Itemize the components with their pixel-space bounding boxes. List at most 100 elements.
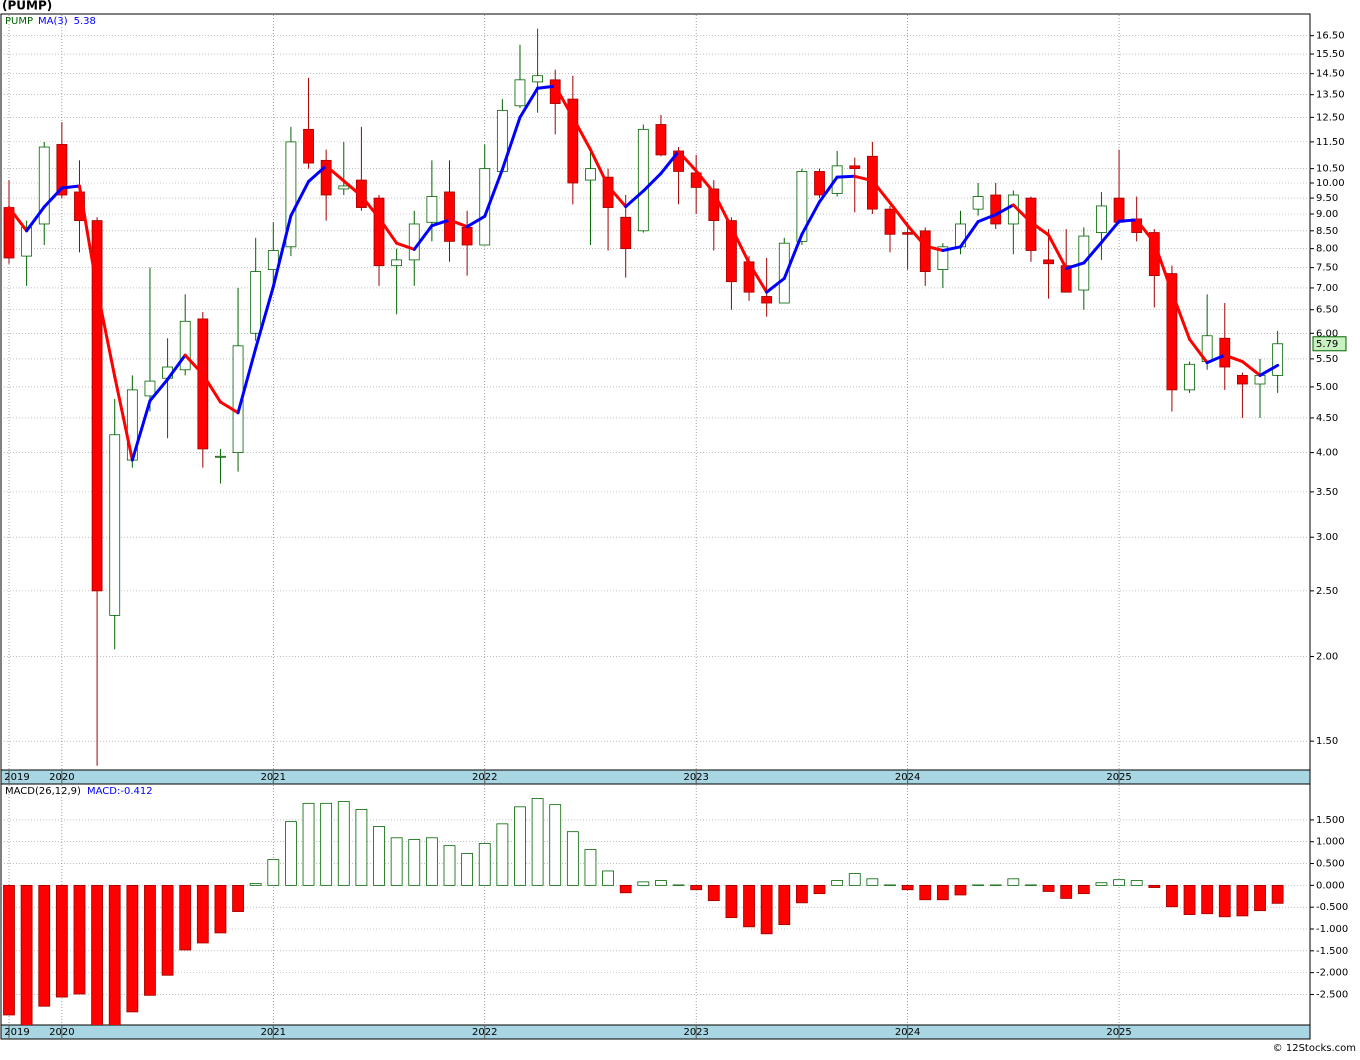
candle-body	[144, 380, 156, 397]
macd-bar	[1148, 884, 1161, 888]
ma-segment	[412, 224, 434, 251]
macd-bar	[655, 880, 667, 886]
x-tick-label: 2021	[261, 1027, 286, 1038]
candle-body	[38, 146, 50, 225]
macd-bar	[743, 884, 755, 928]
x-tick-label: 2023	[683, 772, 708, 783]
ma-segment	[77, 184, 99, 291]
symbol: PUMP	[5, 16, 33, 27]
candle-body	[267, 250, 279, 271]
ma-segment	[659, 149, 681, 175]
macd-title: MACD(26,12,9)	[5, 786, 81, 797]
ma-segment	[958, 220, 980, 249]
macd-bar	[126, 884, 139, 1013]
candle-body	[1113, 197, 1125, 223]
macd-bar	[690, 884, 703, 891]
candle-body	[91, 220, 103, 592]
macd-bar	[901, 884, 914, 891]
ma-segment	[870, 179, 892, 205]
ma-segment	[571, 115, 592, 152]
y-tick-label: 4.50	[1316, 413, 1338, 424]
price-plot	[1, 15, 1310, 770]
macd-bar	[707, 884, 720, 902]
candle-body	[21, 226, 33, 257]
macd-bar	[267, 859, 280, 886]
ma-segment	[148, 377, 170, 403]
candle-body	[761, 296, 773, 304]
ma-segment	[1258, 363, 1280, 377]
ma-segment	[906, 224, 927, 248]
ma-segment	[218, 400, 240, 415]
y-tick-label: 10.50	[1316, 164, 1345, 175]
y-tick-label: 3.00	[1316, 532, 1338, 543]
ma-segment	[976, 213, 998, 224]
ma-segment	[1205, 353, 1227, 365]
macd-bar	[531, 798, 544, 886]
y-tick-label: 1.000	[1316, 837, 1345, 848]
macd-bar	[954, 884, 967, 896]
macd-bar	[443, 845, 456, 886]
candle-body	[990, 194, 1002, 225]
ma-segment	[271, 214, 293, 289]
y-tick-label: -1.500	[1316, 946, 1348, 957]
ma-segment	[465, 214, 487, 229]
y-tick-label: 7.50	[1316, 263, 1338, 274]
ma-segment	[536, 84, 557, 90]
ma-segment	[130, 399, 152, 462]
ma-segment	[888, 201, 910, 228]
ma-segment	[782, 232, 804, 280]
candle-body	[637, 128, 649, 232]
legend-value: -0.412	[120, 786, 152, 797]
x-tick-label: 2025	[1106, 772, 1131, 783]
ma-segment	[448, 218, 469, 229]
ma-segment	[1135, 218, 1156, 244]
macd-bar	[302, 802, 315, 886]
ma-segment	[765, 276, 786, 294]
y-tick-label: 5.00	[1316, 382, 1338, 393]
y-tick-label: 12.50	[1316, 112, 1345, 123]
candle-body	[109, 434, 121, 616]
candle-body	[919, 230, 931, 272]
macd-bar	[725, 884, 738, 919]
y-tick-label: -1.000	[1316, 924, 1348, 935]
candle-body	[796, 171, 808, 242]
ma-segment	[818, 175, 839, 204]
candle-body	[338, 185, 350, 190]
candle-body	[567, 98, 579, 184]
candle-body	[461, 226, 473, 246]
candle-body	[444, 191, 455, 242]
macd-bar	[91, 884, 103, 1025]
candle-body	[514, 79, 526, 107]
ma-segment	[994, 203, 1015, 217]
ma-segment	[800, 200, 822, 236]
ma-segment	[641, 171, 663, 193]
macd-bar	[778, 884, 791, 926]
ma-segment	[359, 194, 381, 220]
macd-bar	[478, 843, 491, 886]
macd-bar	[1060, 884, 1073, 899]
candle-body	[937, 246, 949, 271]
y-tick-label: 15.50	[1316, 49, 1345, 60]
ma-segment	[606, 184, 628, 209]
x-tick-label: 2024	[895, 772, 920, 783]
macd-bar	[390, 837, 403, 886]
macd-bar	[20, 884, 33, 1025]
y-tick-label: 13.50	[1316, 90, 1345, 101]
macd-bar	[936, 884, 949, 901]
candle-body	[1219, 337, 1231, 368]
ma-segment	[236, 346, 258, 415]
macd-bar	[637, 881, 650, 886]
y-tick-label: -0.500	[1316, 902, 1348, 913]
y-tick-label: 14.50	[1316, 69, 1345, 80]
y-tick-label: -2.000	[1316, 968, 1348, 979]
ma-segment	[324, 164, 346, 183]
ma-segment	[1170, 290, 1192, 341]
ma-segment	[1152, 240, 1174, 294]
y-tick-label: 1.50	[1316, 736, 1338, 747]
candle-body	[972, 196, 984, 210]
candle-body	[884, 208, 896, 235]
x-tick-label: 2019	[4, 772, 29, 783]
y-tick-label: 5.50	[1316, 354, 1338, 365]
macd-bar	[73, 884, 86, 995]
